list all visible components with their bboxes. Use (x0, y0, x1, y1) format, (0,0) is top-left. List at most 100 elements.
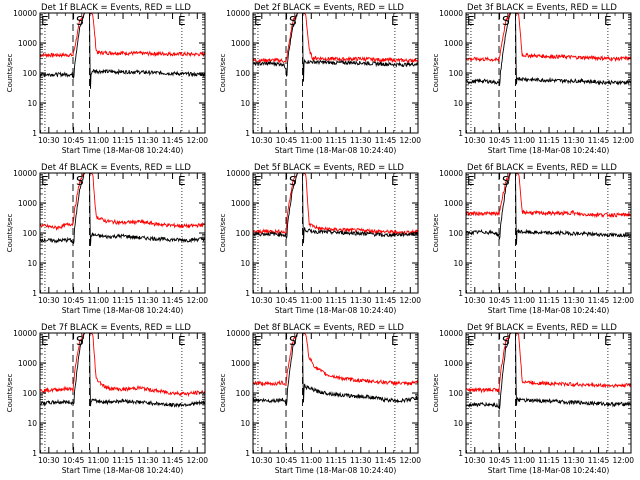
marker-e-label: E (604, 174, 612, 188)
marker-s-label: S (76, 334, 84, 348)
series-lld-line (466, 173, 631, 219)
x-axis-label: Start Time (18-Mar-08 10:24:40) (488, 466, 610, 475)
x-tick-label: 11:30 (563, 136, 585, 145)
marker-s-label: S (76, 14, 84, 28)
y-tick-label: 1 (32, 289, 37, 298)
marker-e-label: E (467, 174, 475, 188)
y-axis-label: Counts/sec (219, 374, 227, 413)
panel-title: Det 2f BLACK = Events, RED = LLD (254, 3, 404, 13)
marker-e-label: E (41, 14, 49, 28)
y-tick-label: 1000 (18, 199, 37, 208)
y-tick-label: 1 (245, 129, 250, 138)
y-tick-label: 100 (449, 229, 464, 238)
y-tick-label: 1 (458, 289, 463, 298)
x-tick-label: 12:00 (612, 296, 634, 305)
x-axis-label: Start Time (18-Mar-08 10:24:40) (62, 466, 184, 475)
series-events-line (253, 173, 418, 244)
series-events-line (466, 333, 631, 410)
x-tick-label: 11:00 (87, 136, 109, 145)
series-lld-line (466, 13, 631, 63)
marker-s-label: S (502, 14, 510, 28)
y-axis-label: Counts/sec (219, 54, 227, 93)
x-axis-label: Start Time (18-Mar-08 10:24:40) (275, 466, 397, 475)
x-tick-label: 10:30 (38, 136, 60, 145)
marker-e-label: E (254, 14, 262, 28)
panel-det-8: 1 10 100 1000 10000 10:30 10:45 11:00 11:15 11:30… (219, 323, 421, 475)
y-axis-label: Counts/sec (432, 214, 440, 253)
x-tick-label: 10:30 (251, 456, 273, 465)
panel-det-6: 1 10 100 1000 10000 10:30 10:45 11:00 11:15 11:30… (432, 163, 634, 315)
y-axis-label: Counts/sec (6, 54, 14, 93)
x-tick-label: 11:45 (162, 136, 184, 145)
x-tick-label: 10:45 (276, 456, 298, 465)
x-tick-label: 10:30 (38, 296, 60, 305)
panel-title: Det 8f BLACK = Events, RED = LLD (254, 323, 404, 333)
series-lld-line (40, 333, 205, 398)
marker-e-label: E (41, 174, 49, 188)
x-tick-label: 10:45 (63, 296, 85, 305)
marker-s-label: S (502, 334, 510, 348)
x-tick-label: 10:30 (38, 456, 60, 465)
y-tick-label: 100 (449, 389, 464, 398)
y-axis-label: Counts/sec (432, 54, 440, 93)
x-tick-label: 10:30 (464, 456, 486, 465)
y-tick-label: 100 (23, 229, 38, 238)
x-tick-label: 11:00 (300, 136, 322, 145)
panel-det-2: 1 10 100 1000 10000 10:30 10:45 11:00 11:15 11:30… (219, 3, 421, 155)
y-axis-label: Counts/sec (219, 214, 227, 253)
x-tick-label: 11:45 (375, 296, 397, 305)
marker-s-label: S (76, 174, 84, 188)
marker-e-label: E (391, 14, 399, 28)
panel-det-5: 1 10 100 1000 10000 10:30 10:45 11:00 11:15 11:30… (219, 163, 421, 315)
series-events-line (466, 173, 631, 245)
y-tick-label: 10 (27, 99, 37, 108)
y-tick-label: 1 (245, 289, 250, 298)
y-tick-label: 10 (240, 419, 250, 428)
series-events-line (40, 333, 205, 409)
panel-det-7: 1 10 100 1000 10000 10:30 10:45 11:00 11:15 11:30… (6, 323, 208, 475)
x-tick-label: 11:45 (162, 456, 184, 465)
y-tick-label: 1000 (18, 39, 37, 48)
y-tick-label: 1000 (444, 39, 463, 48)
y-tick-label: 10000 (226, 329, 250, 338)
x-tick-label: 11:00 (513, 456, 535, 465)
y-tick-label: 10 (453, 259, 463, 268)
y-tick-label: 1 (458, 129, 463, 138)
x-tick-label: 10:45 (489, 456, 511, 465)
y-tick-label: 1000 (18, 359, 37, 368)
x-tick-label: 10:30 (464, 136, 486, 145)
x-tick-label: 12:00 (186, 296, 208, 305)
x-tick-label: 10:45 (276, 296, 298, 305)
marker-e-label: E (604, 14, 612, 28)
x-tick-label: 11:30 (350, 136, 372, 145)
marker-e-label: E (254, 174, 262, 188)
y-tick-label: 1000 (444, 199, 463, 208)
panel-title: Det 6f BLACK = Events, RED = LLD (467, 163, 617, 173)
y-tick-label: 1000 (231, 359, 250, 368)
x-tick-label: 10:45 (489, 296, 511, 305)
x-axis-label: Start Time (18-Mar-08 10:24:40) (488, 306, 610, 315)
y-tick-label: 10000 (439, 329, 463, 338)
series-lld-line (253, 13, 418, 65)
marker-e-label: E (178, 14, 186, 28)
x-tick-label: 11:00 (87, 296, 109, 305)
x-tick-label: 11:15 (538, 136, 560, 145)
x-tick-label: 12:00 (186, 136, 208, 145)
x-tick-label: 12:00 (399, 136, 421, 145)
y-tick-label: 100 (23, 389, 38, 398)
marker-e-label: E (254, 334, 262, 348)
y-tick-label: 1 (458, 449, 463, 458)
x-tick-label: 11:00 (87, 456, 109, 465)
marker-e-label: E (467, 334, 475, 348)
x-tick-label: 11:30 (563, 296, 585, 305)
x-tick-label: 12:00 (399, 456, 421, 465)
panel-title: Det 4f BLACK = Events, RED = LLD (41, 163, 191, 173)
series-events-line (253, 13, 418, 82)
series-lld-line (40, 13, 205, 59)
series-lld-line (253, 333, 418, 387)
series-lld-line (466, 333, 631, 394)
x-tick-label: 11:00 (300, 456, 322, 465)
y-axis-label: Counts/sec (6, 214, 14, 253)
marker-s-label: S (289, 174, 297, 188)
y-axis-label: Counts/sec (6, 374, 14, 413)
